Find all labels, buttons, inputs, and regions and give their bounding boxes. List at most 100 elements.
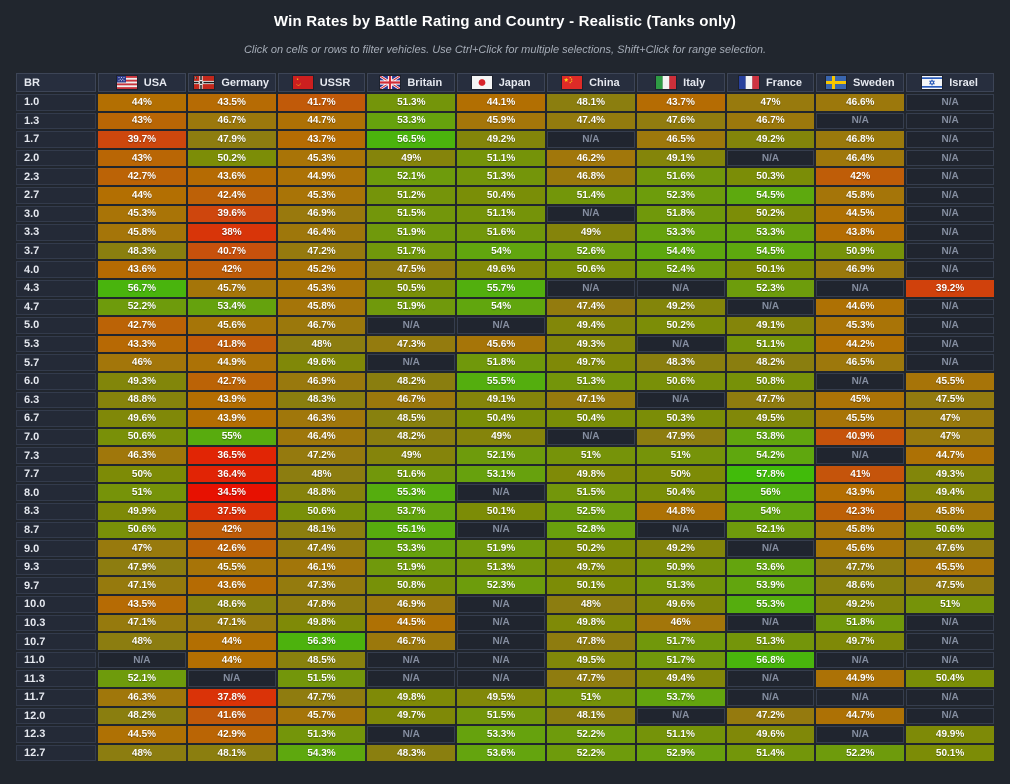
cell-france-5-7[interactable]: 48.2% [726, 354, 815, 371]
cell-japan-4-3[interactable]: 55.7% [457, 279, 545, 297]
cell-china-2-0[interactable]: 46.2% [546, 149, 635, 167]
cell-italy-6-7[interactable]: 50.3% [636, 410, 725, 427]
column-header-japan[interactable]: Japan [457, 73, 545, 92]
cell-israel-6-0[interactable]: 45.5% [906, 372, 994, 390]
cell-china-2-7[interactable]: 51.4% [546, 186, 635, 204]
cell-usa-3-7[interactable]: 48.3% [98, 242, 186, 260]
cell-ussr-11-0[interactable]: 48.5% [277, 651, 366, 669]
cell-usa-8-7[interactable]: 50.6% [98, 521, 186, 539]
br-label-2-7[interactable]: 2.7 [16, 186, 96, 204]
cell-italy-9-3[interactable]: 50.9% [636, 558, 725, 576]
cell-britain-1-7[interactable]: 56.5% [367, 131, 456, 148]
cell-germany-4-7[interactable]: 53.4% [187, 298, 276, 316]
cell-sweden-12-0[interactable]: 44.7% [816, 707, 905, 725]
cell-italy-2-3[interactable]: 51.6% [636, 168, 725, 185]
cell-ussr-9-3[interactable]: 46.1% [277, 558, 366, 576]
br-row-7-3[interactable]: 7.3 46.3% 36.5% 47.2% 49% 52.1% 51% 51% 54.2% N/A… [16, 447, 994, 464]
column-header-usa[interactable]: USA [98, 73, 186, 92]
cell-italy-11-0[interactable]: 51.7% [636, 651, 725, 669]
cell-israel-12-3[interactable]: 49.9% [906, 726, 994, 743]
cell-ussr-6-0[interactable]: 46.9% [277, 372, 366, 390]
cell-usa-6-7[interactable]: 49.6% [98, 410, 186, 427]
cell-britain-4-3[interactable]: 50.5% [367, 279, 456, 297]
br-row-10-0[interactable]: 10.0 43.5% 48.6% 47.8% 46.9% N/A 48% 49.6% 55.3%… [16, 596, 994, 613]
cell-japan-2-7[interactable]: 50.4% [457, 186, 545, 204]
cell-japan-3-0[interactable]: 51.1% [457, 205, 545, 223]
cell-france-8-7[interactable]: 52.1% [726, 521, 815, 539]
cell-usa-10-0[interactable]: 43.5% [98, 596, 186, 613]
cell-china-5-7[interactable]: 49.7% [546, 354, 635, 371]
column-header-germany[interactable]: Germany [187, 73, 276, 92]
br-row-9-0[interactable]: 9.0 47% 42.6% 47.4% 53.3% 51.9% 50.2% 49.2% N/A 4… [16, 540, 994, 557]
cell-france-5-3[interactable]: 51.1% [726, 335, 815, 353]
cell-sweden-10-7[interactable]: 49.7% [816, 633, 905, 650]
column-header-ussr[interactable]: USSR [277, 73, 366, 92]
cell-italy-4-7[interactable]: 49.2% [636, 298, 725, 316]
cell-usa-9-0[interactable]: 47% [98, 540, 186, 557]
cell-france-3-7[interactable]: 54.5% [726, 242, 815, 260]
cell-italy-3-0[interactable]: 51.8% [636, 205, 725, 223]
br-label-12-0[interactable]: 12.0 [16, 707, 96, 725]
cell-china-12-7[interactable]: 52.2% [546, 744, 635, 762]
cell-britain-8-3[interactable]: 53.7% [367, 503, 456, 520]
cell-israel-9-3[interactable]: 45.5% [906, 558, 994, 576]
cell-france-6-7[interactable]: 49.5% [726, 410, 815, 427]
br-label-7-0[interactable]: 7.0 [16, 428, 96, 446]
cell-sweden-2-7[interactable]: 45.8% [816, 186, 905, 204]
cell-italy-4-0[interactable]: 52.4% [636, 261, 725, 278]
cell-britain-6-3[interactable]: 46.7% [367, 391, 456, 409]
cell-france-6-3[interactable]: 47.7% [726, 391, 815, 409]
cell-china-2-3[interactable]: 46.8% [546, 168, 635, 185]
br-row-1-7[interactable]: 1.7 39.7% 47.9% 43.7% 56.5% 49.2% N/A 46.5% 49.2… [16, 131, 994, 148]
cell-japan-1-3[interactable]: 45.9% [457, 112, 545, 130]
cell-france-4-0[interactable]: 50.1% [726, 261, 815, 278]
cell-germany-5-7[interactable]: 44.9% [187, 354, 276, 371]
cell-usa-8-0[interactable]: 51% [98, 484, 186, 502]
br-label-9-7[interactable]: 9.7 [16, 577, 96, 595]
cell-sweden-9-7[interactable]: 48.6% [816, 577, 905, 595]
br-label-1-3[interactable]: 1.3 [16, 112, 96, 130]
cell-china-6-0[interactable]: 51.3% [546, 372, 635, 390]
cell-ussr-5-7[interactable]: 49.6% [277, 354, 366, 371]
br-label-6-0[interactable]: 6.0 [16, 372, 96, 390]
cell-sweden-5-0[interactable]: 45.3% [816, 317, 905, 334]
cell-britain-10-0[interactable]: 46.9% [367, 596, 456, 613]
cell-ussr-7-3[interactable]: 47.2% [277, 447, 366, 464]
br-row-1-0[interactable]: 1.0 44% 43.5% 41.7% 51.3% 44.1% 48.1% 43.7% 47% 4… [16, 94, 994, 111]
cell-sweden-10-3[interactable]: 51.8% [816, 614, 905, 632]
cell-japan-6-3[interactable]: 49.1% [457, 391, 545, 409]
cell-germany-4-3[interactable]: 45.7% [187, 279, 276, 297]
cell-ussr-3-0[interactable]: 46.9% [277, 205, 366, 223]
cell-britain-5-3[interactable]: 47.3% [367, 335, 456, 353]
cell-japan-11-7[interactable]: 49.5% [457, 689, 545, 706]
cell-france-3-0[interactable]: 50.2% [726, 205, 815, 223]
cell-france-1-3[interactable]: 46.7% [726, 112, 815, 130]
cell-italy-10-3[interactable]: 46% [636, 614, 725, 632]
cell-germany-6-3[interactable]: 43.9% [187, 391, 276, 409]
cell-usa-3-0[interactable]: 45.3% [98, 205, 186, 223]
cell-france-12-0[interactable]: 47.2% [726, 707, 815, 725]
cell-germany-3-0[interactable]: 39.6% [187, 205, 276, 223]
cell-ussr-1-7[interactable]: 43.7% [277, 131, 366, 148]
cell-usa-4-7[interactable]: 52.2% [98, 298, 186, 316]
cell-france-9-7[interactable]: 53.9% [726, 577, 815, 595]
cell-france-6-0[interactable]: 50.8% [726, 372, 815, 390]
cell-germany-11-7[interactable]: 37.8% [187, 689, 276, 706]
column-header-israel[interactable]: Israel [906, 73, 994, 92]
br-row-1-3[interactable]: 1.3 43% 46.7% 44.7% 53.3% 45.9% 47.4% 47.6% 46.7… [16, 112, 994, 130]
cell-ussr-4-3[interactable]: 45.3% [277, 279, 366, 297]
cell-japan-12-7[interactable]: 53.6% [457, 744, 545, 762]
cell-sweden-2-0[interactable]: 46.4% [816, 149, 905, 167]
cell-usa-3-3[interactable]: 45.8% [98, 224, 186, 241]
br-row-6-7[interactable]: 6.7 49.6% 43.9% 46.3% 48.5% 50.4% 50.4% 50.3% 49… [16, 410, 994, 427]
cell-sweden-5-7[interactable]: 46.5% [816, 354, 905, 371]
cell-sweden-2-3[interactable]: 42% [816, 168, 905, 185]
cell-germany-2-3[interactable]: 43.6% [187, 168, 276, 185]
cell-germany-5-0[interactable]: 45.6% [187, 317, 276, 334]
cell-sweden-4-7[interactable]: 44.6% [816, 298, 905, 316]
br-label-11-0[interactable]: 11.0 [16, 651, 96, 669]
cell-china-8-3[interactable]: 52.5% [546, 503, 635, 520]
cell-sweden-11-3[interactable]: 44.9% [816, 670, 905, 687]
cell-ussr-10-7[interactable]: 56.3% [277, 633, 366, 650]
br-row-9-3[interactable]: 9.3 47.9% 45.5% 46.1% 51.9% 51.3% 49.7% 50.9% 53… [16, 558, 994, 576]
